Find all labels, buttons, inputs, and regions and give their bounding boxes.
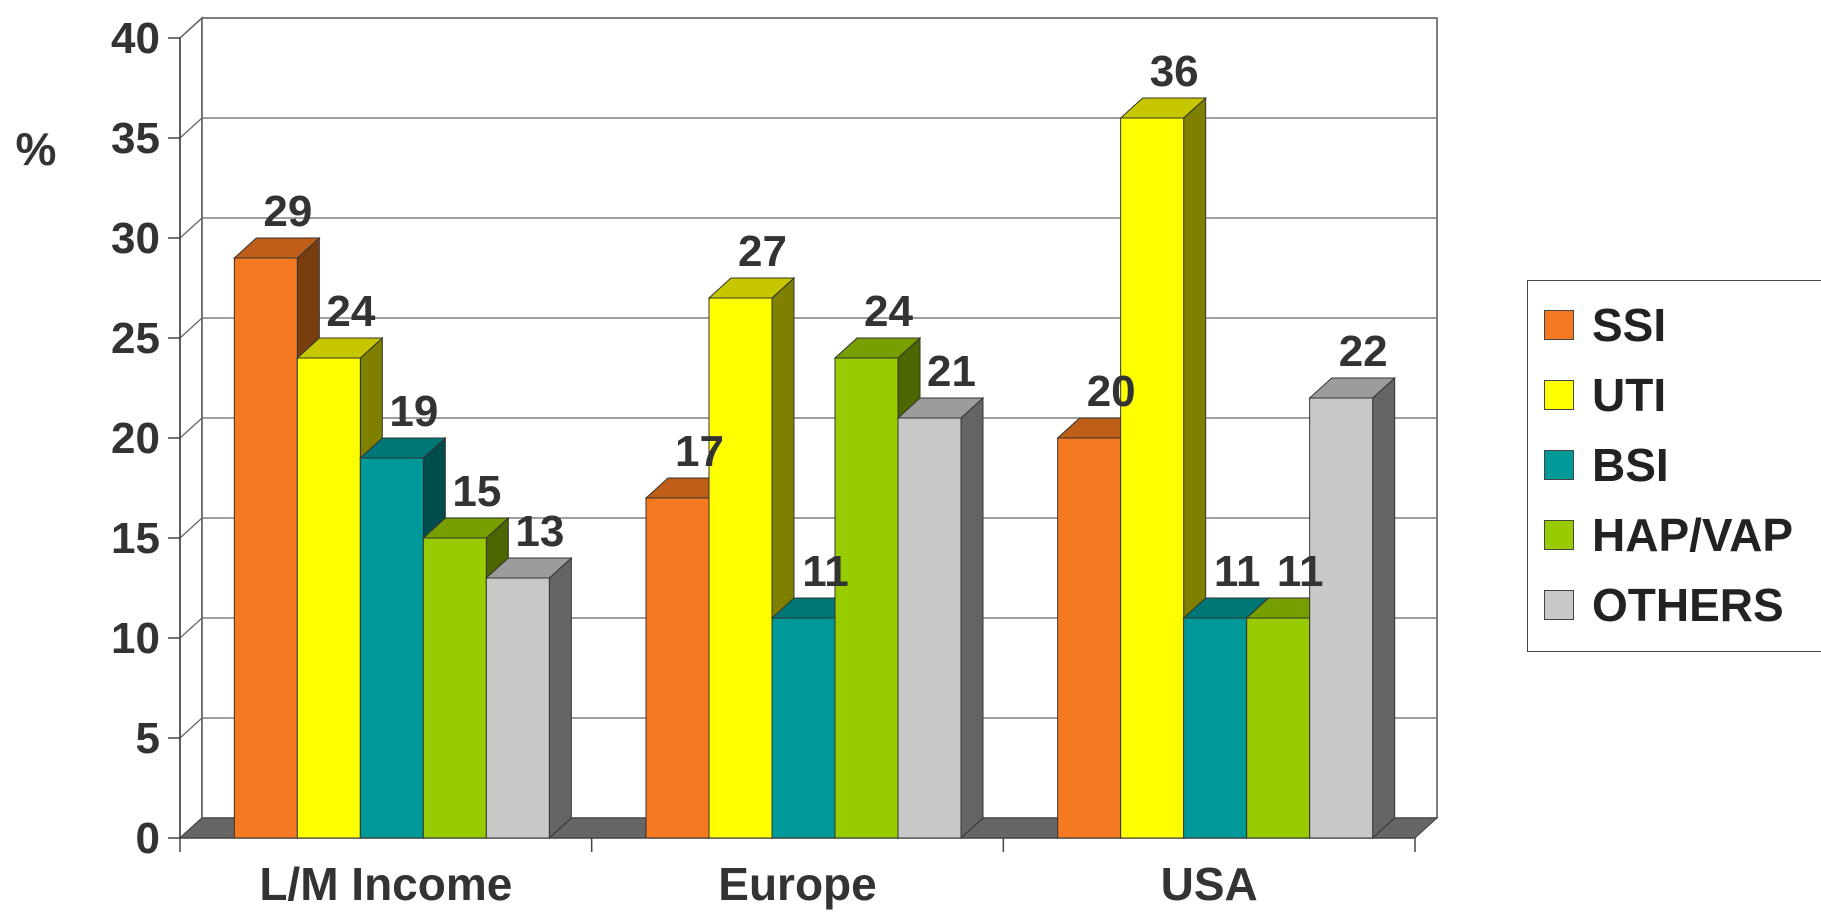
data-label: 17 [675, 427, 724, 476]
y-tick-label: 15 [111, 514, 160, 563]
y-tick-label: 20 [111, 414, 160, 463]
data-label: 21 [927, 347, 976, 396]
x-category-label: USA [1161, 858, 1258, 910]
legend-swatch [1544, 380, 1574, 410]
y-tick-label: 10 [111, 614, 160, 663]
y-tick-label: 35 [111, 114, 160, 163]
legend-item: SSI [1544, 295, 1666, 355]
data-label: 36 [1150, 47, 1199, 96]
y-tick-label: 40 [111, 14, 160, 63]
bar-front [296, 357, 361, 839]
data-label: 11 [802, 547, 849, 596]
legend-swatch [1544, 450, 1574, 480]
bar-front [359, 457, 424, 839]
y-tick-label: 5 [136, 714, 160, 763]
bar-front [485, 577, 550, 839]
data-label: 22 [1339, 327, 1388, 376]
legend-label: SSI [1592, 299, 1667, 351]
bar-side [1372, 376, 1396, 840]
bar-front [1057, 437, 1122, 839]
gridline [179, 217, 1437, 239]
bar-front [1246, 617, 1311, 839]
bar-front [422, 537, 487, 839]
bar-front [1183, 617, 1248, 839]
data-label: 13 [515, 507, 564, 556]
legend-label: OTHERS [1592, 579, 1784, 631]
data-label: 24 [864, 287, 913, 336]
legend-item: HAP/VAP [1544, 505, 1793, 565]
legend-item: UTI [1544, 365, 1666, 425]
bar-others [1308, 376, 1396, 840]
bar-front [1309, 397, 1374, 839]
legend-swatch [1544, 310, 1574, 340]
legend-label: UTI [1592, 369, 1667, 421]
bar-front [897, 417, 962, 839]
bar-front [771, 617, 836, 839]
data-label: 20 [1087, 367, 1136, 416]
legend: SSI UTI BSI HAP/VAP OTHERS [1527, 280, 1821, 652]
bar-front [708, 297, 773, 839]
bar-front [834, 357, 899, 839]
x-category-label: L/M Income [259, 858, 512, 910]
bar-others [485, 556, 573, 840]
legend-label: HAP/VAP [1592, 509, 1794, 561]
data-label: 19 [389, 387, 438, 436]
data-label: 29 [263, 187, 312, 236]
legend-label: BSI [1592, 439, 1669, 491]
bar-front [645, 497, 710, 839]
bar-side [960, 396, 984, 840]
gridline [179, 417, 1437, 439]
y-tick-label: 25 [111, 314, 160, 363]
bar-front [233, 257, 298, 839]
bars [233, 96, 1396, 840]
bar-side [548, 556, 572, 840]
data-label: 27 [738, 227, 787, 276]
legend-swatch [1544, 590, 1574, 620]
y-tick-label: 30 [111, 214, 160, 263]
y-axis-label: % [16, 123, 57, 175]
gridline [179, 317, 1437, 339]
legend-item: OTHERS [1544, 575, 1784, 635]
gridline [179, 117, 1437, 139]
legend-swatch [1544, 520, 1574, 550]
data-labels: 29 24 19 15 13 17 27 11 24 21 20 36 11 11 22 [263, 47, 1387, 596]
bar-front [1120, 117, 1185, 839]
gridline [179, 517, 1437, 539]
data-label: 15 [452, 467, 501, 516]
legend-item: BSI [1544, 435, 1669, 495]
gridline [179, 717, 1437, 739]
axes: 0 5 10 15 20 25 30 35 40 L/M Income Europe USA [111, 14, 1416, 910]
gridline [179, 17, 1437, 39]
gridline [179, 617, 1437, 639]
data-label: 11 [1214, 547, 1261, 596]
data-label: 11 [1277, 547, 1324, 596]
x-category-label: Europe [718, 858, 876, 910]
bar-others [896, 396, 985, 840]
y-tick-label: 0 [136, 814, 160, 863]
data-label: 24 [326, 287, 375, 336]
